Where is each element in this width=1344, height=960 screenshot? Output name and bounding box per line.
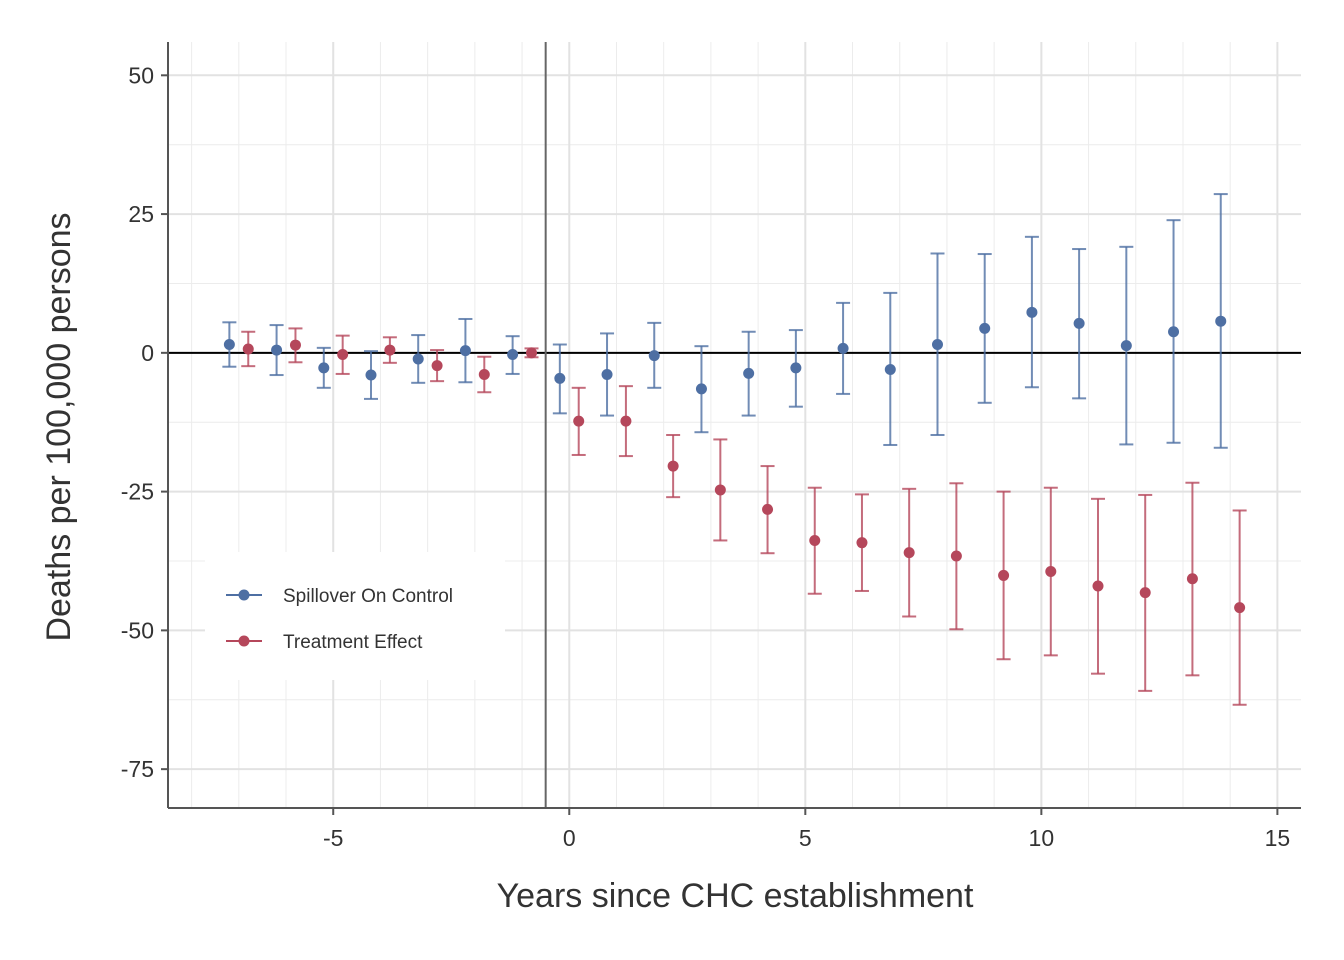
data-point	[695, 383, 707, 395]
data-point	[242, 343, 254, 355]
data-point	[223, 339, 235, 351]
data-point	[950, 550, 962, 562]
x-tick-label: 10	[1029, 825, 1055, 851]
data-point	[809, 534, 821, 546]
data-point	[412, 353, 424, 365]
legend: Spillover On Control Treatment Effect	[205, 552, 505, 680]
x-tick-label: 0	[563, 825, 576, 851]
data-point	[1215, 315, 1227, 327]
data-point	[554, 372, 566, 384]
data-point	[1045, 566, 1057, 578]
data-point	[620, 415, 632, 427]
data-point	[762, 503, 774, 515]
y-tick-label: 0	[141, 340, 154, 366]
series-spillover-on-control	[222, 193, 1228, 449]
x-tick-label: -5	[323, 825, 343, 851]
legend-marker-treatment	[238, 635, 250, 647]
data-point	[478, 368, 490, 380]
data-series	[222, 193, 1247, 706]
data-point	[507, 349, 519, 361]
data-point	[790, 362, 802, 374]
data-point	[289, 339, 301, 351]
data-point	[884, 363, 896, 375]
data-point	[431, 360, 443, 372]
x-tick-label: 15	[1265, 825, 1291, 851]
legend-marker-spillover	[238, 589, 250, 601]
data-point	[1026, 306, 1038, 318]
data-point	[837, 342, 849, 354]
legend-item-spillover: Spillover On Control	[226, 586, 453, 607]
legend-item-treatment: Treatment Effect	[226, 632, 423, 653]
axes	[167, 42, 1301, 809]
y-tick-label: 25	[128, 201, 154, 227]
data-point	[648, 350, 660, 362]
data-point	[271, 344, 283, 356]
data-point	[337, 349, 349, 361]
legend-label-treatment: Treatment Effect	[283, 632, 423, 653]
x-tick-label: 5	[799, 825, 812, 851]
x-axis-title: Years since CHC establishment	[497, 877, 974, 915]
legend-background	[205, 552, 505, 680]
data-point	[931, 339, 943, 351]
data-point	[1186, 573, 1198, 585]
data-point	[1073, 317, 1085, 329]
data-point	[365, 369, 377, 381]
y-axis-title: Deaths per 100,000 persons	[40, 212, 78, 641]
data-point	[1139, 587, 1151, 599]
y-tick-label: -75	[121, 756, 154, 782]
data-point	[667, 460, 679, 472]
data-point	[459, 345, 471, 357]
data-point	[384, 344, 396, 356]
data-point	[573, 415, 585, 427]
data-point	[856, 537, 868, 549]
series-treatment-effect	[241, 327, 1247, 706]
data-point	[743, 367, 755, 379]
data-point	[1120, 340, 1132, 352]
data-point	[1234, 602, 1246, 614]
y-tick-label: 50	[128, 62, 154, 88]
y-tick-label: -25	[121, 479, 154, 505]
data-point	[601, 368, 613, 380]
data-point	[903, 547, 915, 559]
data-point	[979, 322, 991, 334]
minor-gridlines	[168, 42, 1301, 808]
data-point	[526, 347, 538, 359]
data-point	[1168, 326, 1180, 338]
data-point	[318, 362, 330, 374]
y-tick-label: -50	[121, 617, 154, 643]
data-point	[998, 569, 1010, 581]
major-gridlines	[168, 42, 1301, 808]
legend-label-spillover: Spillover On Control	[283, 586, 453, 607]
data-point	[714, 484, 726, 496]
data-point	[1092, 580, 1104, 592]
